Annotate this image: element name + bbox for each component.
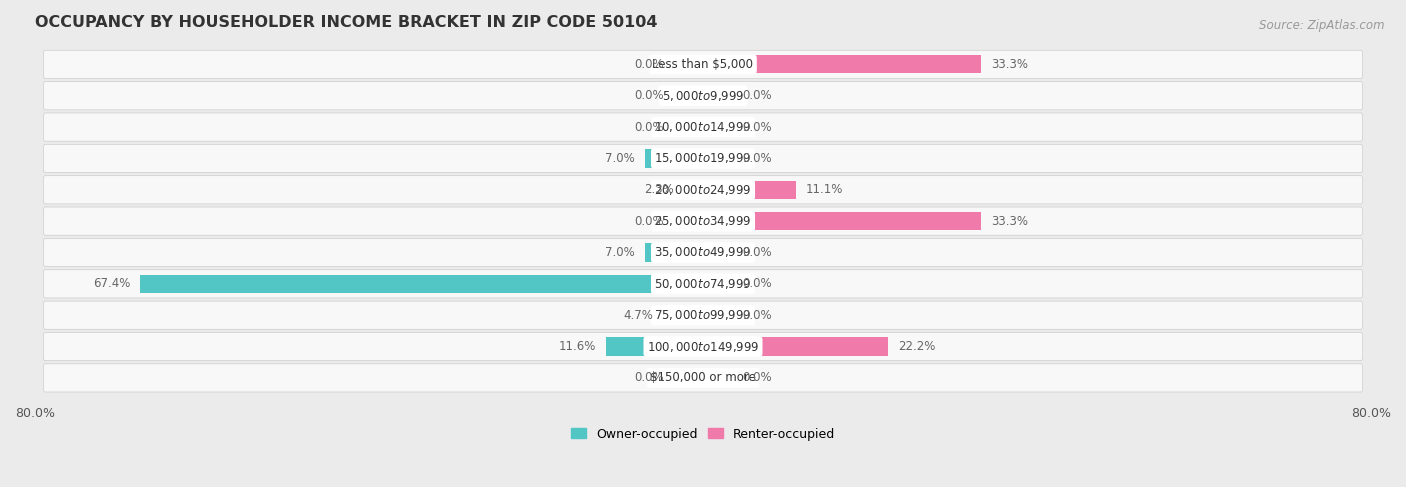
- Text: 7.0%: 7.0%: [605, 246, 634, 259]
- Bar: [703, 369, 733, 387]
- Text: 22.2%: 22.2%: [898, 340, 936, 353]
- Bar: [703, 181, 796, 199]
- Text: $25,000 to $34,999: $25,000 to $34,999: [654, 214, 752, 228]
- FancyBboxPatch shape: [44, 301, 1362, 329]
- Text: $35,000 to $49,999: $35,000 to $49,999: [654, 245, 752, 260]
- Legend: Owner-occupied, Renter-occupied: Owner-occupied, Renter-occupied: [567, 423, 839, 446]
- Bar: [673, 212, 703, 230]
- Text: 0.0%: 0.0%: [742, 309, 772, 322]
- FancyBboxPatch shape: [44, 364, 1362, 392]
- Text: 0.0%: 0.0%: [742, 152, 772, 165]
- Text: $150,000 or more: $150,000 or more: [650, 372, 756, 384]
- Text: $5,000 to $9,999: $5,000 to $9,999: [662, 89, 744, 103]
- FancyBboxPatch shape: [44, 239, 1362, 266]
- Text: 0.0%: 0.0%: [634, 215, 664, 227]
- Bar: [703, 56, 981, 74]
- Bar: [673, 56, 703, 74]
- FancyBboxPatch shape: [44, 270, 1362, 298]
- Text: 33.3%: 33.3%: [991, 215, 1028, 227]
- Text: 0.0%: 0.0%: [742, 277, 772, 290]
- Text: $50,000 to $74,999: $50,000 to $74,999: [654, 277, 752, 291]
- Bar: [606, 337, 703, 356]
- Bar: [703, 87, 733, 105]
- Bar: [644, 244, 703, 262]
- Bar: [703, 118, 733, 136]
- Text: 11.6%: 11.6%: [558, 340, 596, 353]
- Text: 0.0%: 0.0%: [634, 121, 664, 133]
- Text: Source: ZipAtlas.com: Source: ZipAtlas.com: [1260, 19, 1385, 33]
- Text: $10,000 to $14,999: $10,000 to $14,999: [654, 120, 752, 134]
- Bar: [683, 181, 703, 199]
- FancyBboxPatch shape: [44, 82, 1362, 110]
- Bar: [673, 369, 703, 387]
- Text: 0.0%: 0.0%: [742, 246, 772, 259]
- FancyBboxPatch shape: [44, 144, 1362, 172]
- Bar: [703, 212, 981, 230]
- Bar: [703, 150, 733, 168]
- Text: 11.1%: 11.1%: [806, 183, 844, 196]
- Bar: [673, 118, 703, 136]
- Bar: [141, 275, 703, 293]
- FancyBboxPatch shape: [44, 207, 1362, 235]
- Bar: [644, 150, 703, 168]
- Bar: [703, 337, 889, 356]
- Text: 67.4%: 67.4%: [93, 277, 131, 290]
- Text: OCCUPANCY BY HOUSEHOLDER INCOME BRACKET IN ZIP CODE 50104: OCCUPANCY BY HOUSEHOLDER INCOME BRACKET …: [35, 15, 658, 30]
- FancyBboxPatch shape: [44, 113, 1362, 141]
- Text: 0.0%: 0.0%: [634, 58, 664, 71]
- FancyBboxPatch shape: [44, 333, 1362, 361]
- Text: 0.0%: 0.0%: [634, 89, 664, 102]
- Text: 4.7%: 4.7%: [624, 309, 654, 322]
- Text: Less than $5,000: Less than $5,000: [652, 58, 754, 71]
- Text: 7.0%: 7.0%: [605, 152, 634, 165]
- Text: 0.0%: 0.0%: [742, 89, 772, 102]
- FancyBboxPatch shape: [44, 176, 1362, 204]
- Text: 2.3%: 2.3%: [644, 183, 673, 196]
- Text: $100,000 to $149,999: $100,000 to $149,999: [647, 339, 759, 354]
- Text: $15,000 to $19,999: $15,000 to $19,999: [654, 151, 752, 166]
- Bar: [673, 87, 703, 105]
- Text: $20,000 to $24,999: $20,000 to $24,999: [654, 183, 752, 197]
- Text: 0.0%: 0.0%: [742, 121, 772, 133]
- Text: $75,000 to $99,999: $75,000 to $99,999: [654, 308, 752, 322]
- Bar: [703, 244, 733, 262]
- Bar: [664, 306, 703, 324]
- Bar: [703, 306, 733, 324]
- Text: 0.0%: 0.0%: [742, 372, 772, 384]
- FancyBboxPatch shape: [44, 50, 1362, 78]
- Bar: [703, 275, 733, 293]
- Text: 0.0%: 0.0%: [634, 372, 664, 384]
- Text: 33.3%: 33.3%: [991, 58, 1028, 71]
